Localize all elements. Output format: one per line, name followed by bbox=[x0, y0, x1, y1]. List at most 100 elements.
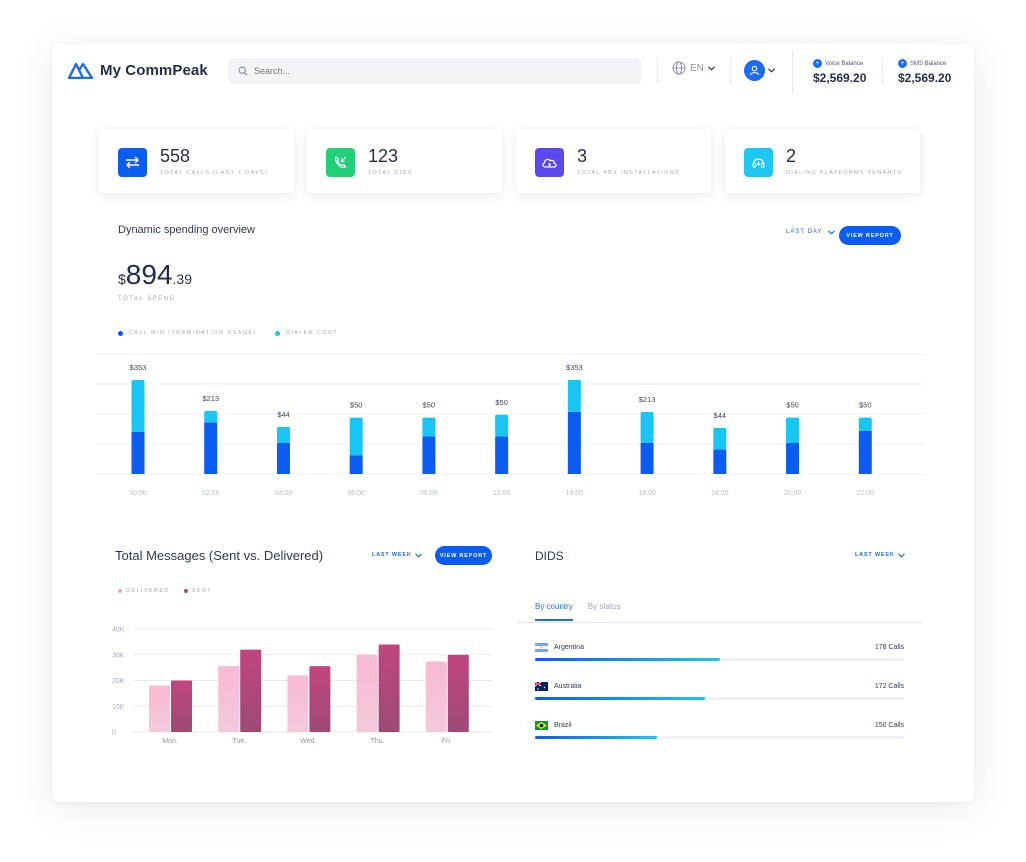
bar-segment-dialer-cost bbox=[422, 417, 436, 437]
messages-title: Total Messages (Sent vs. Delivered) bbox=[115, 548, 324, 563]
progress-track bbox=[535, 658, 904, 661]
language-selector[interactable]: EN bbox=[672, 61, 715, 75]
bar-value-label: $44 bbox=[277, 410, 290, 419]
bar-segment-dialer-cost bbox=[640, 411, 654, 443]
y-tick-label: 20K bbox=[112, 678, 125, 685]
globe-icon bbox=[672, 61, 686, 75]
country-name: Brazil bbox=[554, 722, 572, 729]
app-name: My CommPeak bbox=[100, 61, 208, 79]
stat-card-pbx[interactable]: 3 TOTAL PBX INSTALLATIONS bbox=[516, 130, 711, 193]
country-name: Argentina bbox=[554, 644, 584, 651]
x-tick-label: 02:00 bbox=[202, 490, 220, 497]
chevron-down-icon bbox=[414, 552, 422, 558]
argentina-flag-icon bbox=[535, 643, 548, 652]
x-tick-label: 22:00 bbox=[857, 490, 875, 497]
plus-icon[interactable]: + bbox=[898, 59, 907, 68]
dids-period-select[interactable]: LAST WEEK bbox=[855, 552, 905, 558]
bar-sent bbox=[240, 649, 262, 732]
spending-legend: CALL MIN (TERMINATION USAGE) DIALER COST bbox=[118, 330, 338, 336]
bar-segment-dialer-cost bbox=[495, 414, 509, 437]
bar-delivered bbox=[425, 661, 447, 732]
bar-delivered bbox=[356, 654, 378, 732]
user-menu[interactable] bbox=[744, 60, 775, 81]
spending-title: Dynamic spending overview bbox=[118, 224, 255, 236]
bar-segment-call-min bbox=[858, 430, 872, 474]
progress-track bbox=[535, 697, 904, 700]
stat-value: 558 bbox=[160, 146, 191, 166]
sms-balance-label: SMS Balance bbox=[910, 60, 947, 67]
chevron-down-icon bbox=[768, 68, 775, 73]
header-divider bbox=[882, 58, 883, 84]
bar-segment-dialer-cost bbox=[204, 411, 218, 423]
messages-chart: 0 10K 20K 30K 40K Mon. Tue. Wed. Thu. Fri. bbox=[112, 627, 492, 745]
stat-card-tenants[interactable]: 2 DIALING PLATFORMS TENANTS bbox=[725, 130, 920, 193]
tab-by-status[interactable]: By status bbox=[587, 602, 621, 611]
bar-value-label: $50 bbox=[495, 398, 508, 407]
avatar[interactable] bbox=[744, 60, 765, 81]
tab-by-country[interactable]: By country bbox=[535, 602, 573, 621]
stat-label: TOTAL CALLS (LAST 7 DAYS) bbox=[160, 170, 268, 176]
sms-balance[interactable]: + SMS Balance $2,569.20 bbox=[898, 59, 951, 85]
messages-legend: DELIVERED SENT bbox=[118, 588, 212, 594]
bar-segment-call-min bbox=[786, 442, 800, 474]
country-calls: 150 Calls bbox=[874, 722, 904, 729]
x-tick-label: 04:00 bbox=[275, 490, 293, 497]
tabs-divider bbox=[516, 622, 923, 623]
country-row-argentina[interactable]: Argentina 178 Calls bbox=[535, 643, 904, 661]
stat-card-dids[interactable]: 123 TOTAL DIDS bbox=[307, 130, 502, 193]
legend-dot bbox=[118, 330, 123, 336]
bar-value-label: $213 bbox=[202, 394, 219, 403]
spending-chart: $353 00:00 $213 02:00 $44 04:00 $50 06:00 $50 08:… bbox=[96, 353, 924, 497]
bar-segment-call-min bbox=[713, 449, 727, 474]
bar-delivered bbox=[149, 685, 170, 732]
bar-segment-dialer-cost bbox=[131, 380, 145, 432]
dids-tabs: By country By status bbox=[535, 602, 621, 621]
voice-balance[interactable]: + Voice Balance $2,569.20 bbox=[813, 59, 866, 85]
stat-label: TOTAL PBX INSTALLATIONS bbox=[577, 170, 680, 176]
search-input[interactable] bbox=[254, 66, 614, 76]
bar-segment-call-min bbox=[131, 431, 145, 474]
header-divider bbox=[792, 50, 793, 94]
x-tick-label: Wed. bbox=[300, 738, 316, 745]
legend-label: SENT bbox=[191, 588, 213, 594]
country-row-australia[interactable]: Australia 172 Calls bbox=[535, 682, 904, 700]
legend-dot bbox=[274, 330, 280, 336]
bar-sent bbox=[309, 666, 331, 732]
country-row-brazil[interactable]: Brazil 150 Calls bbox=[535, 721, 904, 739]
bar-value-label: $50 bbox=[786, 401, 799, 410]
stat-card-calls[interactable]: 558 TOTAL CALLS (LAST 7 DAYS) bbox=[99, 130, 294, 193]
y-tick-label: 0 bbox=[112, 730, 116, 737]
chevron-down-icon bbox=[897, 552, 905, 558]
bar-segment-dialer-cost bbox=[713, 427, 727, 450]
bar-sent bbox=[171, 680, 192, 732]
messages-period-select[interactable]: LAST WEEK bbox=[372, 552, 422, 558]
voice-balance-label: Voice Balance bbox=[825, 60, 864, 67]
bar-segment-call-min bbox=[422, 436, 436, 474]
bar-segment-call-min bbox=[495, 436, 509, 474]
period-label: LAST DAY bbox=[786, 229, 823, 235]
dashboard-window: My CommPeak EN +Voice Balance $2,569 bbox=[52, 44, 974, 802]
progress-fill bbox=[535, 697, 705, 700]
search-bar[interactable] bbox=[228, 58, 642, 84]
progress-fill bbox=[535, 658, 720, 661]
x-tick-label: 16:00 bbox=[638, 490, 656, 497]
sms-balance-value: $2,569.20 bbox=[898, 71, 952, 85]
bar-value-label: $50 bbox=[350, 401, 363, 410]
bar-value-label: $213 bbox=[639, 395, 656, 404]
x-tick-label: Tue. bbox=[232, 738, 246, 745]
language-label: EN bbox=[690, 62, 704, 74]
spending-period-select[interactable]: LAST DAY bbox=[786, 229, 836, 235]
chevron-down-icon bbox=[707, 65, 715, 71]
bar-segment-call-min bbox=[640, 442, 654, 474]
spending-view-report-button[interactable]: VIEW REPORT bbox=[839, 226, 901, 245]
app-logo[interactable]: My CommPeak bbox=[68, 61, 208, 79]
voice-balance-value: $2,569.20 bbox=[813, 71, 867, 85]
legend-label: CALL MIN (TERMINATION USAGE) bbox=[129, 330, 257, 336]
bar-value-label: $50 bbox=[859, 401, 872, 410]
total-spend-label: TOTAL SPEND bbox=[118, 296, 176, 302]
messages-view-report-button[interactable]: VIEW REPORT bbox=[435, 546, 492, 565]
plus-icon[interactable]: + bbox=[813, 59, 822, 68]
bar-segment-call-min bbox=[567, 411, 581, 474]
dids-title: DIDS bbox=[535, 549, 564, 563]
stat-value: 3 bbox=[577, 146, 588, 166]
